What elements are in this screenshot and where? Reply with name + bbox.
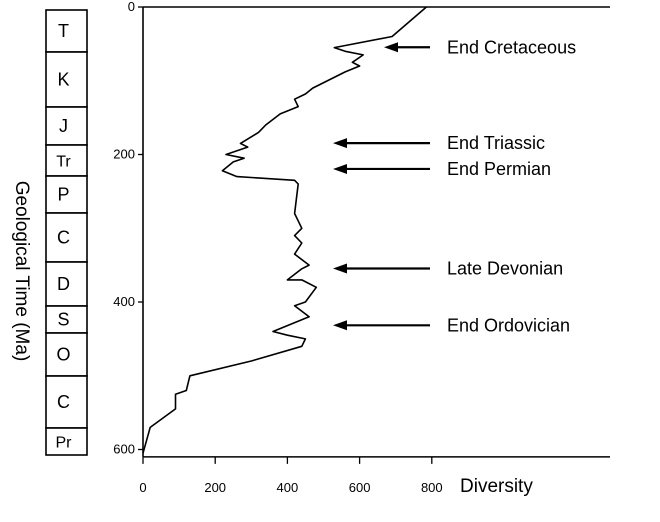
period-column: T K J Tr P C DSO C Pr [45, 9, 88, 456]
x-tick-label: 800 [421, 480, 443, 495]
period-box [45, 375, 88, 429]
y-tick-label: 400 [113, 294, 135, 309]
annotation-label: Late Devonian [447, 259, 563, 279]
period-label: P [57, 185, 69, 205]
x-tick-label: 0 [139, 480, 146, 495]
period-label: S [57, 310, 69, 330]
annotation-arrow-head [333, 320, 347, 331]
series-layer [142, 6, 427, 454]
annotation-arrow-head [333, 163, 347, 174]
period-label: J [59, 116, 68, 136]
y-tick-label: 600 [113, 442, 135, 457]
annotation-label: End Triassic [447, 133, 545, 153]
annotation-arrow-head [384, 42, 398, 53]
x-tick-label: 200 [204, 480, 226, 495]
period-label: Tr [56, 154, 71, 171]
x-tick-label: 400 [277, 480, 299, 495]
annotation-label: End Ordovician [447, 315, 570, 335]
annotation-arrow-head [333, 263, 347, 274]
axes: 0 200 400 600 0 200 400 600 800 [113, 0, 610, 495]
period-label: T [58, 21, 69, 41]
period-label: Pr [56, 435, 73, 452]
period-label: D [57, 274, 70, 294]
period-label: O [56, 345, 70, 365]
annotations: End Cretaceous End Triassic End Permian Lat… [333, 37, 576, 335]
period-label: K [57, 70, 69, 90]
period-box [45, 144, 88, 177]
x-axis-label: Diversity [460, 476, 533, 497]
period-label: C [57, 392, 70, 412]
period-box [45, 212, 88, 263]
y-axis-label: Geological Time (Ma) [11, 180, 32, 362]
annotation-label: End Permian [447, 159, 551, 179]
annotation-label: End Cretaceous [447, 37, 576, 57]
annotation-arrow-head [333, 138, 347, 149]
period-box [45, 305, 88, 334]
y-tick-label: 0 [128, 0, 135, 14]
y-tick-label: 200 [113, 147, 135, 162]
diversity-series-line [142, 6, 427, 454]
period-label: C [57, 228, 70, 248]
period-box [45, 427, 88, 456]
x-tick-label: 600 [349, 480, 371, 495]
